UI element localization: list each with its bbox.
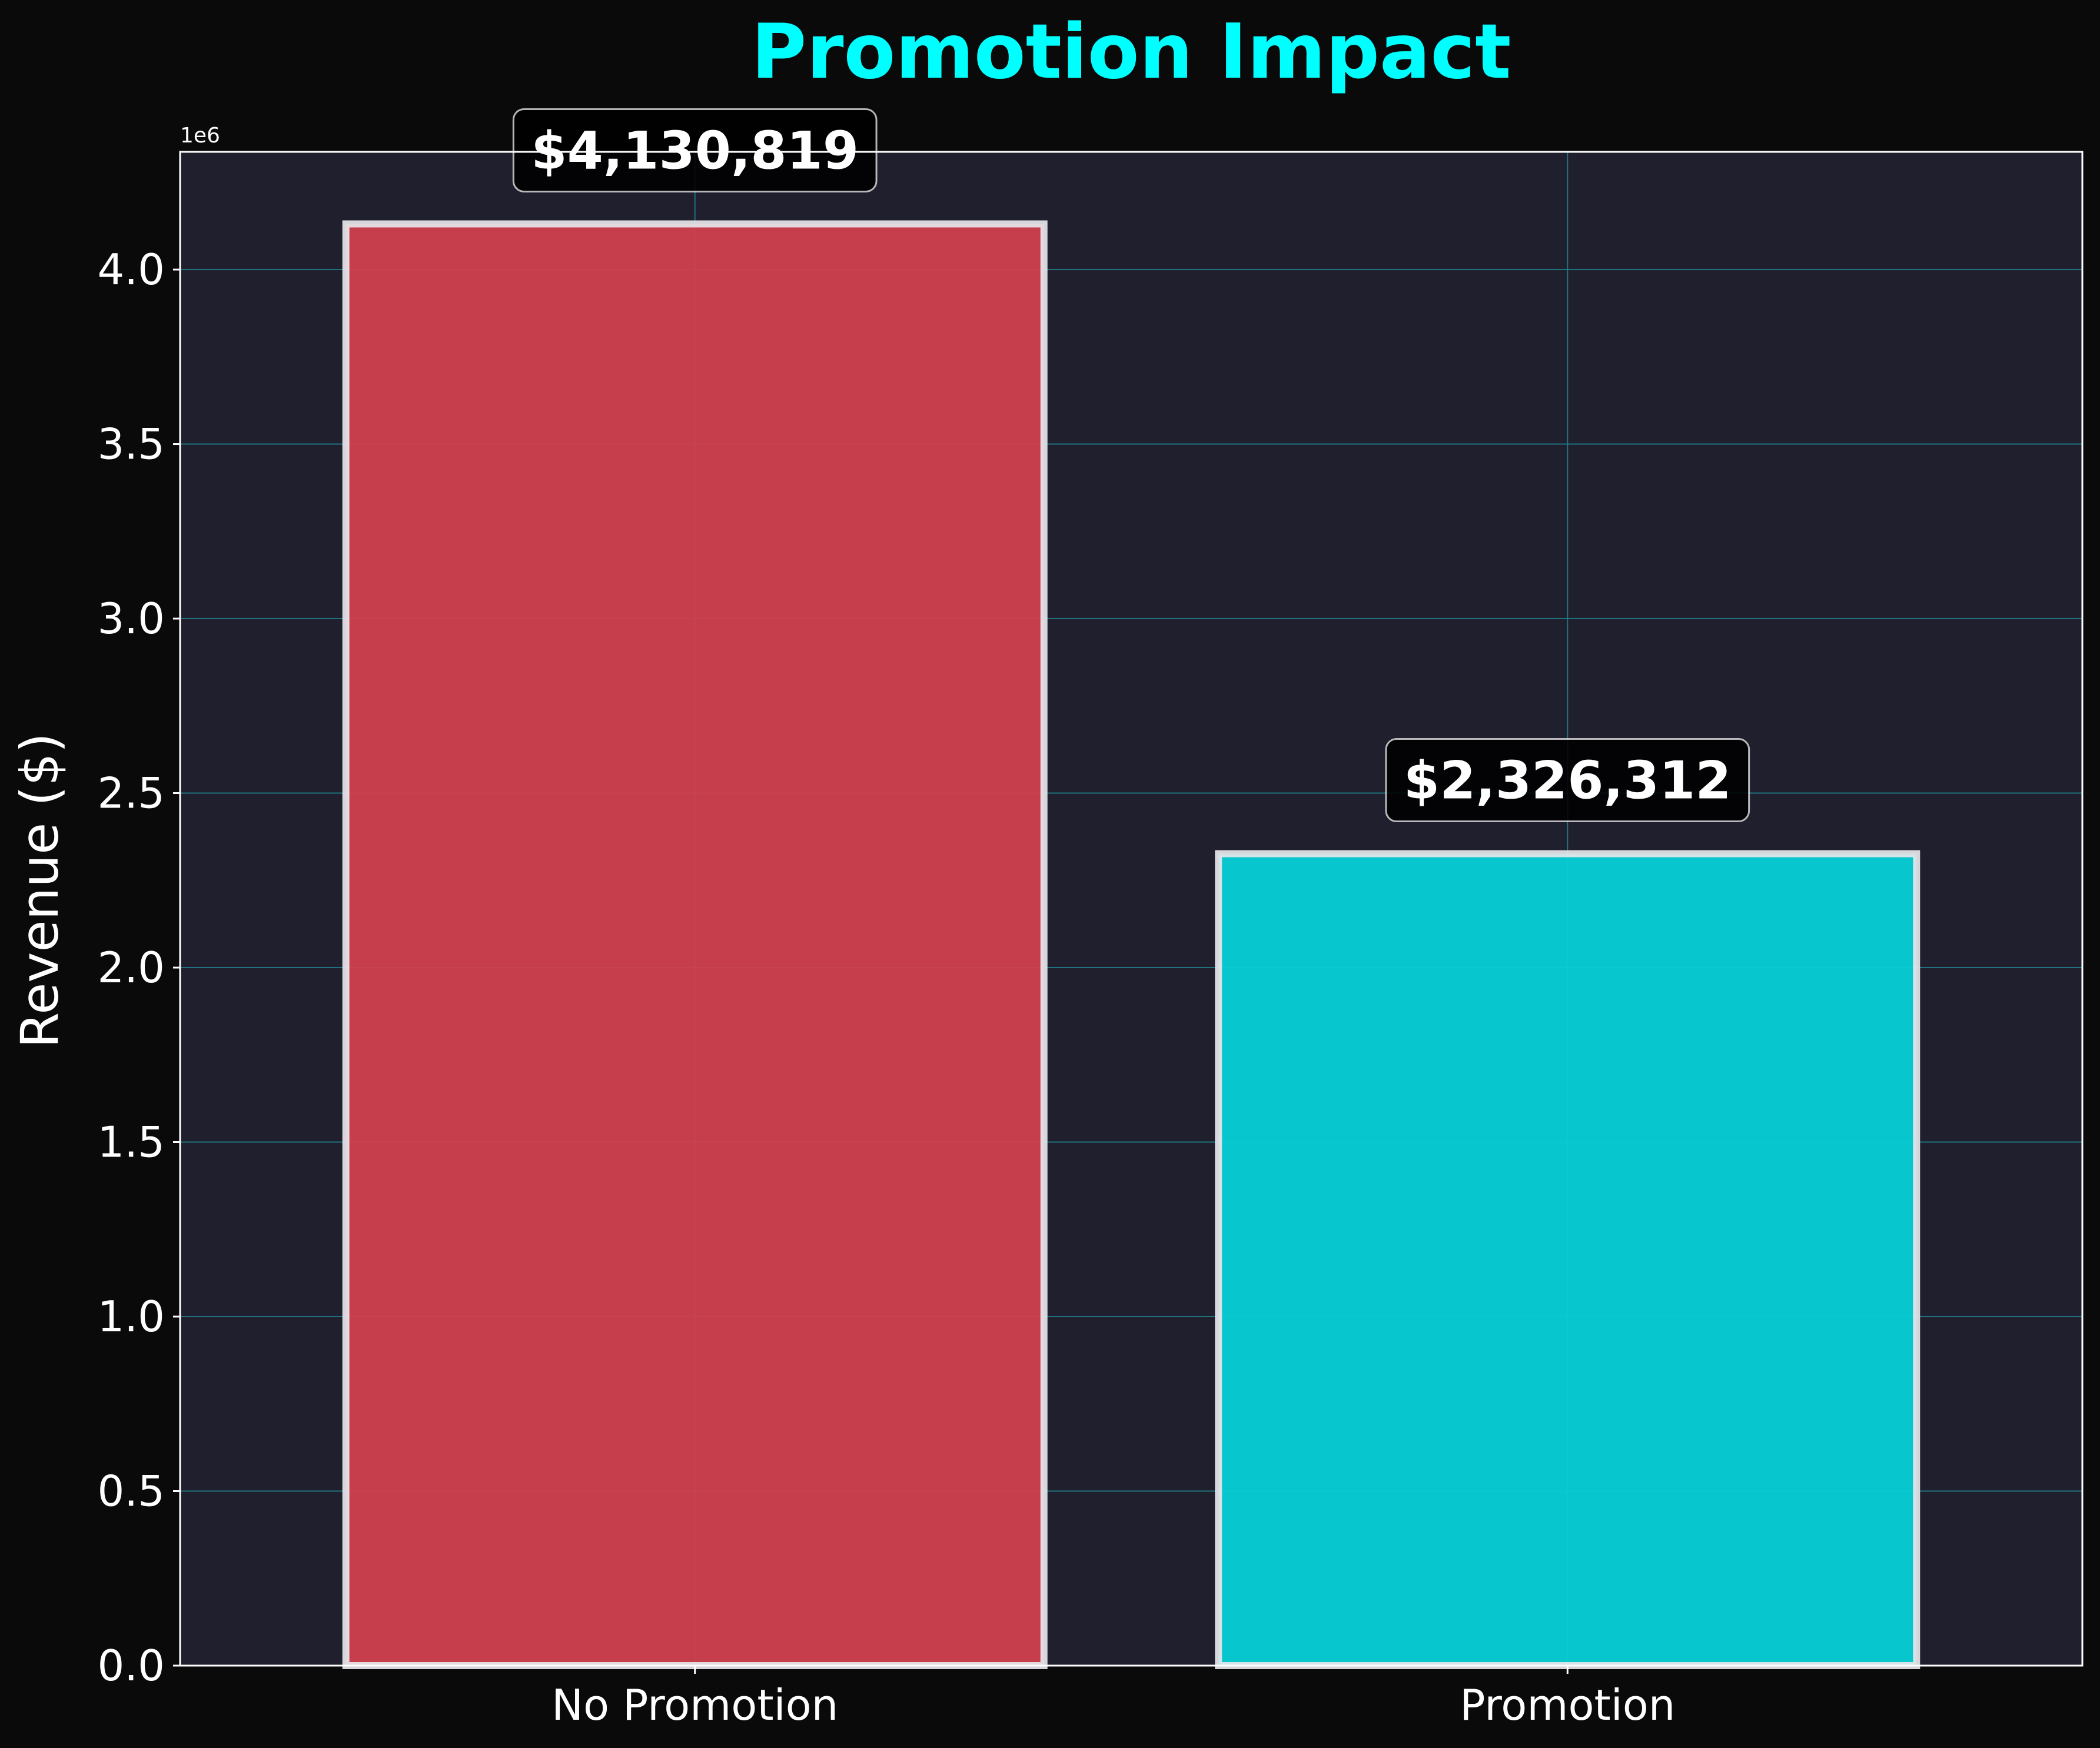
value-label-box: [1385, 738, 1750, 823]
value-label-group: $4,130,819: [512, 108, 878, 192]
y-tick-label: 0.5: [97, 1467, 165, 1516]
bar: [342, 220, 1048, 1669]
y-axis: 0.0 0.5 1.0 1.5 2.0 2.5 3.0 3.5 4.0: [97, 245, 180, 1690]
y-tick-label: 0.0: [97, 1641, 165, 1690]
value-labels: $4,130,819 $2,326,312: [512, 108, 1750, 823]
bars: [342, 220, 1920, 1669]
value-label: $2,326,312: [1404, 750, 1732, 811]
y-tick-label: 2.5: [97, 769, 165, 818]
y-offset-label: 1e6: [180, 124, 220, 148]
y-tick-label: 2.0: [97, 943, 165, 992]
y-tick-label: 1.0: [97, 1292, 165, 1341]
x-tick-label: Promotion: [1460, 1680, 1675, 1730]
x-tick-label: No Promotion: [551, 1680, 838, 1730]
plot-frame: [179, 151, 2084, 1667]
x-axis: No Promotion Promotion: [551, 1666, 1675, 1730]
bar: [1215, 850, 1920, 1669]
chart-title: Promotion Impact: [752, 8, 1511, 96]
y-tick-label: 3.0: [97, 594, 165, 643]
y-tick-label: 1.5: [97, 1118, 165, 1167]
value-label-box: [512, 108, 878, 192]
value-label-group: $2,326,312: [1385, 738, 1750, 823]
value-label: $4,130,819: [531, 120, 859, 181]
y-axis-label: Revenue ($): [9, 733, 70, 1048]
y-tick-label: 3.5: [97, 420, 165, 469]
y-tick-label: 4.0: [97, 245, 165, 294]
